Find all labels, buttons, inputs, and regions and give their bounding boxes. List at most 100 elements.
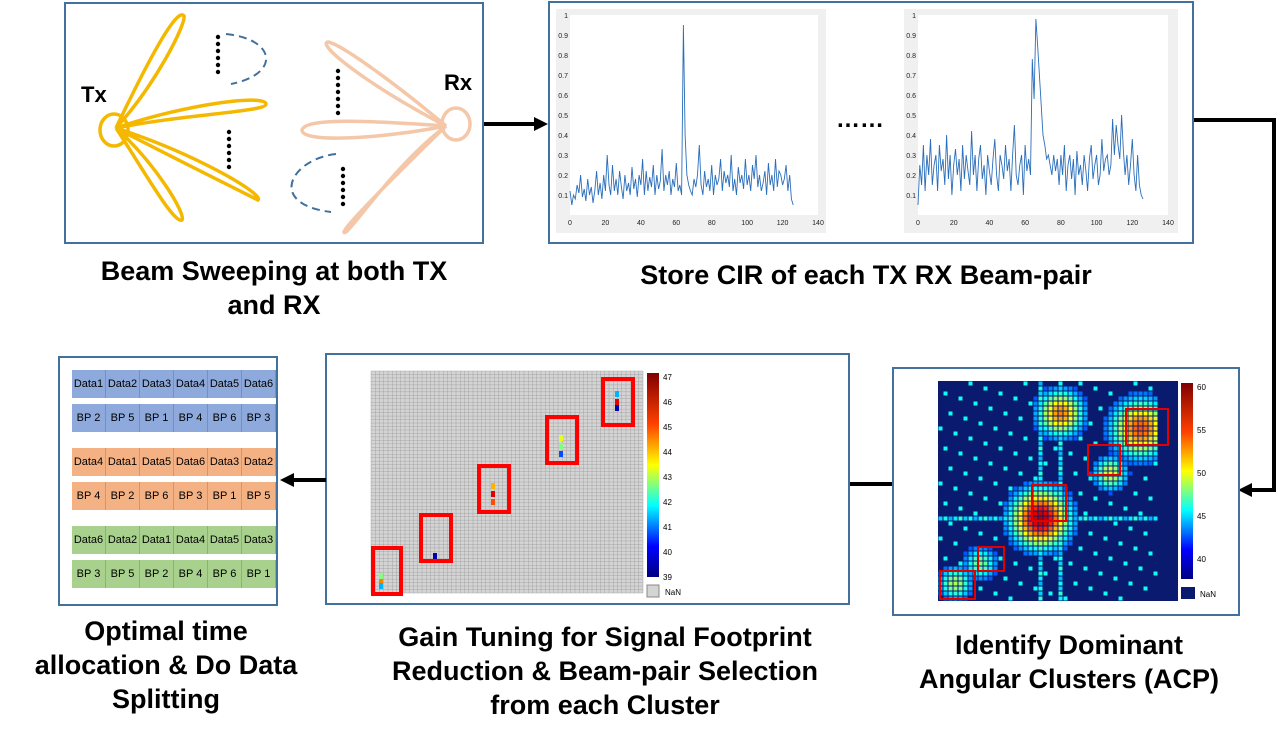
- heatmap-cell: [1023, 541, 1028, 546]
- heatmap-cell: [1048, 506, 1053, 511]
- x-tick-label: 100: [1091, 220, 1103, 227]
- heatmap-cell: [1128, 421, 1133, 426]
- heatmap-cell: [1008, 526, 1013, 531]
- heatmap-cell: [1033, 406, 1038, 411]
- heatmap-cell: [1043, 406, 1048, 411]
- nan-label: NaN: [1200, 590, 1216, 599]
- x-tick-label: 140: [1162, 220, 1174, 227]
- heatmap-cell: [1053, 436, 1058, 441]
- heatmap-cell: [1028, 481, 1033, 486]
- heatmap-cell: [1128, 516, 1133, 521]
- heatmap-cell: [1058, 576, 1063, 581]
- heatmap-cell: [1008, 516, 1013, 521]
- heatmap-cell: [1038, 496, 1043, 501]
- heatmap-cell: [1033, 516, 1038, 521]
- heatmap-cell: [1058, 396, 1063, 401]
- heatmap-cell: [1078, 401, 1083, 406]
- heatmap-cell: [973, 546, 978, 551]
- heatmap-cell: [1058, 561, 1063, 566]
- heatmap-cell: [1153, 436, 1158, 441]
- beam-pattern-diagram: Tx Rx: [81, 13, 473, 235]
- heatmap-cell: [983, 571, 988, 576]
- colorbar-tick-label: 46: [663, 398, 672, 407]
- heatmap-cell: [1048, 531, 1053, 536]
- heatmap-cell: [1013, 496, 1018, 501]
- caption-line: Identify Dominant: [955, 630, 1183, 660]
- data-splitting-caption: Optimal time allocation & Do Data Splitt…: [10, 614, 322, 716]
- heatmap-cell: [1048, 511, 1053, 516]
- heatmap-cell: [1108, 431, 1113, 436]
- x-tick-label: 80: [708, 220, 716, 227]
- heatmap-cell: [1033, 426, 1038, 431]
- heatmap-cell: [1073, 426, 1078, 431]
- heatmap-cell: [1038, 506, 1043, 511]
- nan-label: NaN: [665, 588, 681, 597]
- heatmap-cell: [1023, 511, 1028, 516]
- heatmap-cell: [1053, 396, 1058, 401]
- heatmap-cell: [1128, 401, 1133, 406]
- heatmap-cell: [1018, 521, 1023, 526]
- heatmap-cell: [988, 576, 993, 581]
- data-block: Data1: [72, 370, 106, 398]
- heatmap-cell: [963, 416, 968, 421]
- heatmap-cell: [1153, 461, 1158, 466]
- heatmap-cell: [1103, 456, 1108, 461]
- heatmap-cell: [1008, 531, 1013, 536]
- heatmap-cell: [1068, 516, 1073, 521]
- heatmap-cell: [1078, 411, 1083, 416]
- heatmap-cell: [1073, 511, 1078, 516]
- heatmap-cell: [1098, 466, 1103, 471]
- heatmap-cell: [958, 586, 963, 591]
- selected-cell: [379, 573, 383, 579]
- heatmap-cell: [1068, 406, 1073, 411]
- heatmap-cell: [1003, 411, 1008, 416]
- heatmap-cell: [1063, 421, 1068, 426]
- heatmap-cell: [1058, 571, 1063, 576]
- heatmap-cell: [1068, 391, 1073, 396]
- heatmap-cell: [1043, 491, 1048, 496]
- heatmap-cell: [1038, 596, 1043, 601]
- heatmap-cell: [1048, 426, 1053, 431]
- heatmap-cell: [1028, 491, 1033, 496]
- heatmap-cell: [1128, 426, 1133, 431]
- heatmap-cell: [1133, 441, 1138, 446]
- heatmap-cell: [1038, 381, 1043, 386]
- colorbar-ticks: 47 46 45 44 43 42 41 40 39: [663, 373, 672, 582]
- heatmap-cell: [1103, 426, 1108, 431]
- heatmap-cell: [1063, 391, 1068, 396]
- data-block: Data3: [242, 526, 276, 554]
- heatmap-cell: [1033, 501, 1038, 506]
- heatmap-cell: [1103, 431, 1108, 436]
- beam-pair-block: BP 1: [242, 560, 276, 588]
- heatmap-cell: [1038, 511, 1043, 516]
- heatmap-cell: [1018, 491, 1023, 496]
- beam-pair-block: BP 4: [72, 482, 106, 510]
- heatmap-cell: [983, 576, 988, 581]
- heatmap-cell: [1078, 516, 1083, 521]
- heatmap-cell: [1123, 451, 1128, 456]
- heatmap-cell: [1108, 406, 1113, 411]
- heatmap-cell: [1093, 481, 1098, 486]
- heatmap-cell: [1043, 396, 1048, 401]
- heatmap-cell: [1023, 436, 1028, 441]
- heatmap-cell: [1043, 521, 1048, 526]
- heatmap-cell: [943, 446, 948, 451]
- heatmap-cell: [1043, 386, 1048, 391]
- heatmap-cell: [1008, 511, 1013, 516]
- heatmap-cell: [1038, 466, 1043, 471]
- heatmap-cell: [1068, 536, 1073, 541]
- heatmap-cell: [1043, 486, 1048, 491]
- heatmap-cell: [1133, 396, 1138, 401]
- heatmap-cell: [1068, 531, 1073, 536]
- y-tick-label: 0.5: [558, 113, 568, 120]
- beam-pair-block: BP 6: [140, 482, 174, 510]
- heatmap-cell: [1003, 466, 1008, 471]
- heatmap-cell: [1058, 546, 1063, 551]
- heatmap-cell: [1018, 581, 1023, 586]
- heatmap-cell: [1068, 421, 1073, 426]
- heatmap-cell: [1053, 531, 1058, 536]
- heatmap-cell: [1118, 541, 1123, 546]
- x-tick-label: 20: [950, 220, 958, 227]
- heatmap-cell: [1113, 471, 1118, 476]
- heatmap-cell: [1058, 441, 1063, 446]
